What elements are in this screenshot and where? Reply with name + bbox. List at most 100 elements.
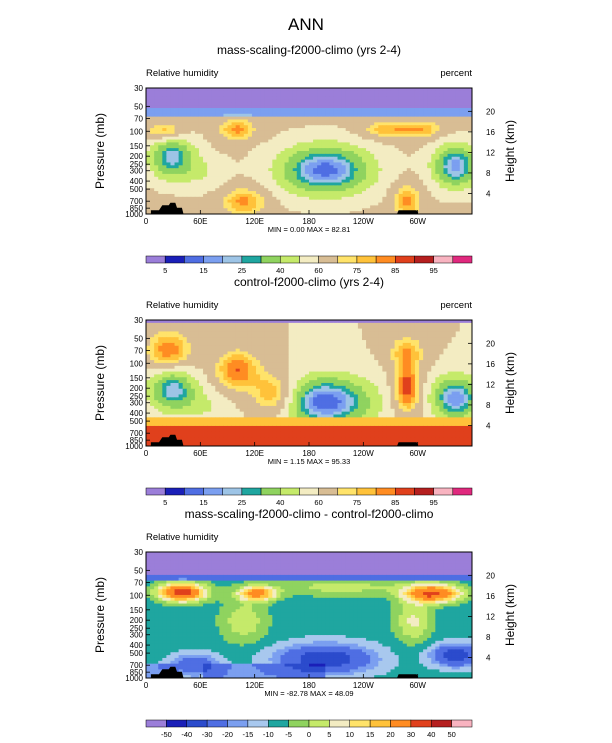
field-cell	[427, 130, 432, 135]
field-cell	[361, 128, 367, 132]
field-cell	[398, 193, 404, 198]
field-cell	[463, 185, 469, 189]
field-cell	[423, 96, 428, 100]
field-cell	[219, 153, 224, 158]
field-cell	[292, 331, 298, 335]
field-cell	[325, 182, 330, 186]
field-cell	[443, 342, 448, 347]
field-cell	[260, 113, 265, 118]
field-cell	[227, 99, 232, 103]
field-cell	[325, 202, 330, 206]
field-cell	[166, 328, 171, 332]
field-cell	[410, 145, 416, 149]
field-cell	[447, 151, 453, 155]
field-cell	[386, 148, 391, 152]
field-cell	[406, 116, 412, 120]
field-cell	[374, 108, 379, 112]
field-cell	[264, 360, 269, 364]
field-cell	[455, 105, 461, 109]
field-cell	[280, 133, 285, 138]
field-cell	[251, 351, 257, 355]
field-cell	[329, 113, 334, 118]
field-cell	[194, 196, 200, 201]
field-cell	[357, 188, 363, 192]
field-cell	[435, 337, 440, 341]
field-cell	[333, 325, 338, 329]
field-cell	[349, 162, 355, 166]
field-cell	[260, 165, 265, 169]
field-cell	[329, 142, 334, 146]
field-cell	[182, 145, 188, 149]
field-cell	[215, 168, 220, 172]
field-cell	[439, 188, 444, 192]
field-cell	[439, 342, 444, 347]
field-cell	[451, 119, 457, 123]
field-cell	[215, 145, 220, 149]
field-cell	[292, 208, 298, 212]
field-cell	[288, 199, 294, 203]
field-cell	[150, 122, 155, 126]
field-cell	[341, 360, 347, 364]
field-cell	[419, 185, 424, 189]
field-cell	[182, 368, 188, 372]
field-cell	[182, 128, 188, 132]
field-cell	[170, 99, 175, 103]
field-cell	[317, 171, 322, 175]
field-cell	[329, 185, 334, 189]
field-cell	[247, 88, 253, 92]
field-cell	[398, 360, 404, 364]
field-cell	[414, 88, 420, 92]
field-cell	[223, 334, 228, 338]
field-cell	[325, 88, 330, 92]
field-cell	[288, 119, 294, 123]
field-cell	[247, 139, 253, 143]
field-cell	[203, 145, 208, 149]
field-cell	[345, 142, 351, 146]
field-cell	[223, 119, 228, 123]
field-cell	[410, 176, 416, 181]
field-cell	[435, 105, 440, 109]
field-cell	[296, 105, 302, 109]
field-cell	[174, 133, 180, 138]
field-cell	[341, 110, 347, 115]
field-cell	[296, 145, 302, 149]
field-cell	[349, 142, 355, 146]
field-cell	[394, 130, 400, 135]
field-cell	[158, 99, 163, 103]
field-cell	[382, 185, 387, 189]
field-cell	[300, 105, 306, 109]
field-cell	[300, 173, 306, 178]
field-cell	[223, 211, 228, 215]
field-cell	[341, 105, 347, 109]
field-cell	[178, 202, 184, 206]
panel-title: control-f2000-climo (yrs 2-4)	[234, 275, 384, 289]
field-cell	[190, 196, 196, 201]
field-cell	[406, 328, 412, 332]
field-cell	[435, 328, 440, 332]
field-cell	[260, 199, 265, 203]
field-cell	[366, 360, 371, 364]
field-cell	[410, 159, 416, 163]
field-cell	[333, 365, 338, 370]
field-cell	[349, 331, 355, 335]
field-cell	[406, 205, 412, 209]
field-cell	[410, 148, 416, 152]
field-cell	[451, 345, 457, 350]
field-cell	[235, 331, 241, 335]
field-cell	[455, 208, 461, 212]
field-cell	[231, 88, 237, 92]
field-cell	[374, 360, 379, 364]
field-cell	[366, 182, 371, 186]
field-cell	[300, 102, 306, 106]
field-cell	[207, 185, 212, 189]
field-cell	[366, 334, 371, 338]
field-cell	[414, 173, 420, 178]
field-cell	[223, 196, 228, 201]
field-cell	[353, 139, 359, 143]
field-cell	[361, 145, 367, 149]
field-cell	[178, 165, 184, 169]
field-cell	[406, 93, 412, 97]
field-cell	[239, 348, 245, 352]
field-cell	[390, 159, 395, 163]
field-cell	[361, 362, 367, 367]
